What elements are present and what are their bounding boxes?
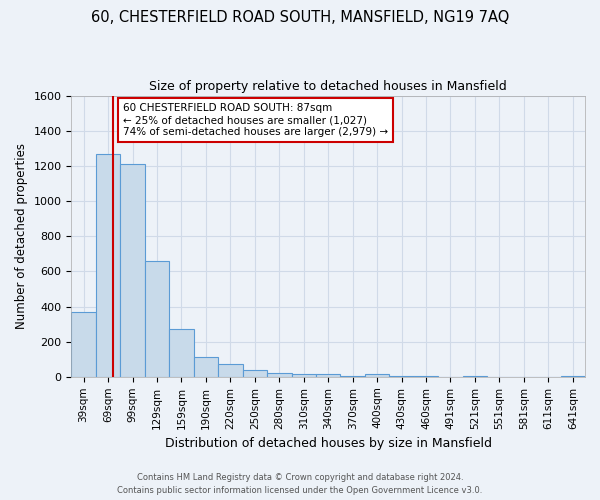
Text: 60, CHESTERFIELD ROAD SOUTH, MANSFIELD, NG19 7AQ: 60, CHESTERFIELD ROAD SOUTH, MANSFIELD, … [91, 10, 509, 25]
Bar [242, 370, 267, 377]
Text: 60 CHESTERFIELD ROAD SOUTH: 87sqm
← 25% of detached houses are smaller (1,027)
7: 60 CHESTERFIELD ROAD SOUTH: 87sqm ← 25% … [123, 104, 388, 136]
Bar [145, 261, 169, 377]
Bar [194, 356, 218, 377]
Bar [218, 364, 242, 377]
Bar [292, 374, 316, 377]
Title: Size of property relative to detached houses in Mansfield: Size of property relative to detached ho… [149, 80, 507, 93]
X-axis label: Distribution of detached houses by size in Mansfield: Distribution of detached houses by size … [165, 437, 492, 450]
Bar [316, 374, 340, 377]
Bar [121, 164, 145, 377]
Bar [267, 373, 292, 377]
Bar [169, 330, 194, 377]
Bar [365, 374, 389, 377]
Bar [71, 312, 96, 377]
Bar [96, 154, 121, 377]
Y-axis label: Number of detached properties: Number of detached properties [15, 143, 28, 329]
Text: Contains HM Land Registry data © Crown copyright and database right 2024.
Contai: Contains HM Land Registry data © Crown c… [118, 474, 482, 495]
